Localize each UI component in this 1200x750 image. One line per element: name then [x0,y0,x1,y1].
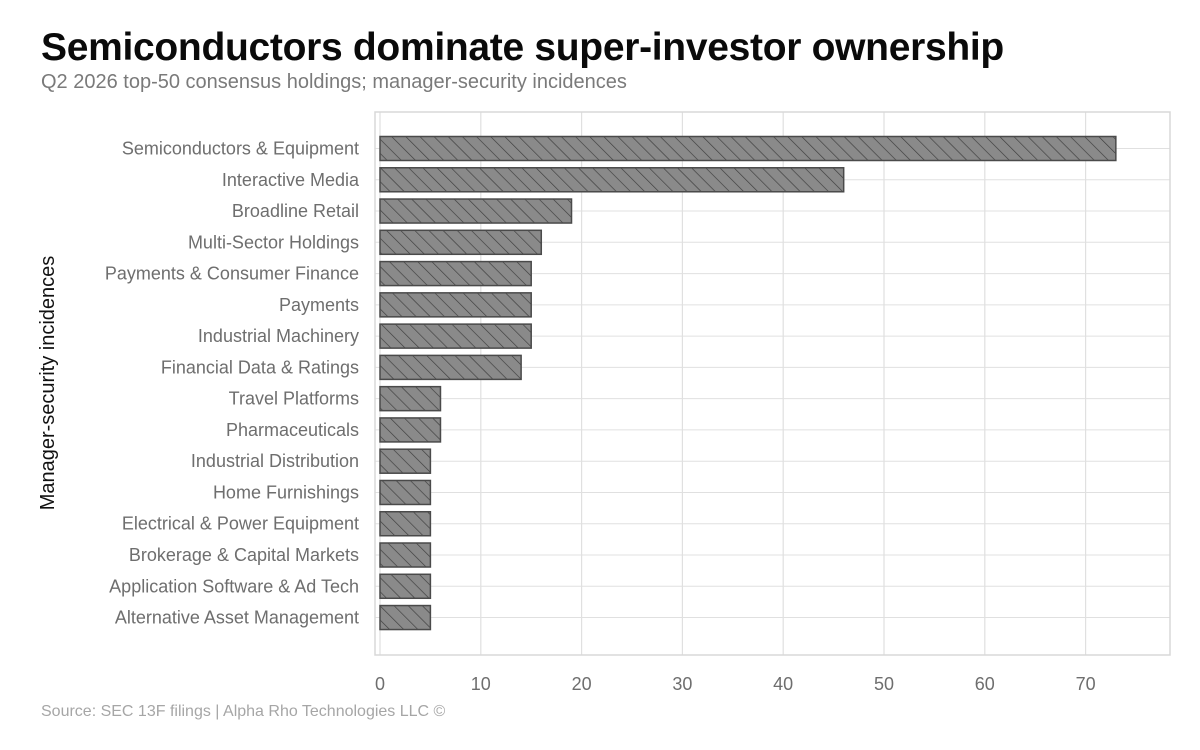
bar [379,510,432,537]
bar [379,573,432,600]
bars [379,135,1117,631]
category-label: Interactive Media [222,170,360,190]
x-axis-ticks: 0 10 20 30 40 50 60 70 [375,674,1096,694]
bar [379,198,573,224]
category-label: Application Software & Ad Tech [109,576,359,596]
bar [379,229,543,256]
y-axis-categories: Semiconductors & Equipment Interactive Me… [105,139,360,628]
chart-subtitle: Q2 2026 top-50 consensus holdings; manag… [41,71,627,93]
bar [379,479,432,506]
category-label: Home Furnishings [213,482,359,502]
bar [379,448,432,474]
bar [379,167,845,193]
category-label: Multi-Sector Holdings [188,232,359,252]
x-tick-label: 50 [874,674,894,694]
category-label: Payments & Consumer Finance [105,264,359,284]
category-label: Industrial Distribution [191,451,359,471]
y-axis-label: Manager-security incidences [37,256,59,511]
x-tick-label: 10 [471,674,491,694]
source-note: Source: SEC 13F filings | Alpha Rho Tech… [41,703,446,720]
category-label: Industrial Machinery [198,326,359,346]
x-tick-label: 70 [1076,674,1096,694]
bar [379,354,522,381]
gridlines [375,112,1170,655]
chart-title: Semiconductors dominate super-investor o… [41,26,1004,69]
bar [379,323,532,349]
bar [379,260,532,287]
bar [379,417,442,443]
x-tick-label: 0 [375,674,385,694]
category-label: Pharmaceuticals [226,420,359,440]
bar [379,542,432,568]
bar [379,135,1117,162]
category-label: Electrical & Power Equipment [122,514,359,534]
x-tick-label: 60 [975,674,995,694]
category-label: Semiconductors & Equipment [122,139,359,159]
x-tick-label: 20 [572,674,592,694]
bar [379,385,442,412]
category-label: Financial Data & Ratings [161,357,359,377]
plot-frame [374,111,1171,656]
bar [379,292,532,318]
x-tick-label: 40 [773,674,793,694]
category-label: Brokerage & Capital Markets [129,545,359,565]
category-label: Travel Platforms [229,389,359,409]
x-tick-label: 30 [672,674,692,694]
bar [379,604,432,631]
category-label: Alternative Asset Management [115,608,359,628]
category-label: Broadline Retail [232,201,359,221]
category-label: Payments [279,295,359,315]
